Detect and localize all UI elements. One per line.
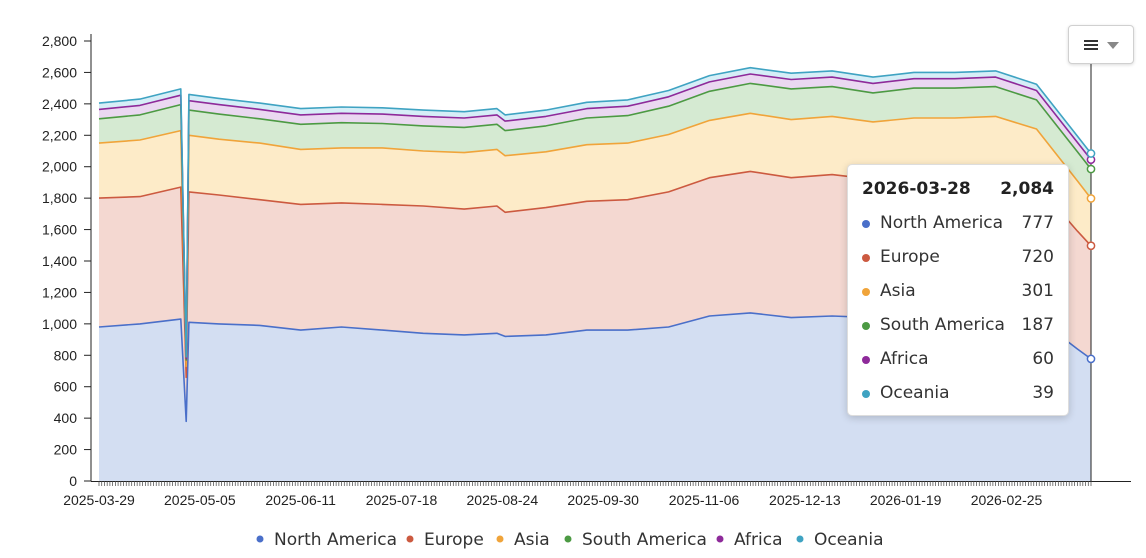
marker-asia bbox=[1086, 194, 1096, 203]
y-tick-label: 2,600 bbox=[42, 64, 77, 80]
series-dot-icon bbox=[862, 220, 870, 228]
line-africa bbox=[98, 73, 1092, 360]
tooltip-series-name: Africa bbox=[880, 349, 929, 369]
legend-label: North America bbox=[274, 530, 397, 550]
series-dot-icon bbox=[862, 356, 870, 364]
legend-item-oceania[interactable]: Oceania bbox=[796, 530, 884, 550]
legend[interactable]: North America Europe Asia South America Afri… bbox=[256, 530, 884, 550]
y-tick-label: 2,400 bbox=[42, 96, 77, 112]
area-europe bbox=[99, 171, 1091, 422]
series-dot-icon bbox=[862, 288, 870, 296]
series-dot-icon bbox=[862, 254, 870, 262]
series-dot-icon bbox=[862, 390, 870, 398]
tooltip-series-name: Europe bbox=[880, 247, 940, 267]
tooltip-row-europe: Europe 720 bbox=[862, 247, 1054, 269]
tooltip-series-name: Oceania bbox=[880, 383, 950, 403]
y-tick-label: 1,600 bbox=[42, 222, 77, 238]
x-tick-label: 2025-12-13 bbox=[769, 492, 841, 508]
tooltip-series-name: Asia bbox=[880, 281, 916, 301]
legend-dot-icon bbox=[796, 535, 804, 543]
x-tick-label: 2025-07-18 bbox=[366, 492, 438, 508]
hamburger-menu-icon bbox=[1084, 40, 1098, 50]
tooltip-series-value: 301 bbox=[1021, 281, 1054, 301]
end-markers bbox=[1086, 149, 1096, 364]
y-tick-label: 2,000 bbox=[42, 159, 77, 175]
legend-label: Oceania bbox=[814, 530, 884, 550]
legend-item-north-america[interactable]: North America bbox=[256, 530, 398, 550]
legend-item-europe[interactable]: Europe bbox=[406, 530, 484, 550]
tooltip-row-oceania: Oceania 39 bbox=[862, 383, 1054, 405]
area-north-america bbox=[99, 311, 1091, 481]
tooltip-series-value: 187 bbox=[1021, 315, 1054, 335]
x-tick-label: 2025-06-11 bbox=[265, 492, 336, 508]
legend-label: Europe bbox=[424, 530, 484, 550]
y-tick-label: 400 bbox=[54, 410, 78, 426]
legend-dot-icon bbox=[564, 535, 572, 543]
y-tick-label: 1,400 bbox=[42, 253, 77, 269]
x-tick-label: 2026-01-19 bbox=[870, 492, 942, 508]
series-dot-icon bbox=[862, 322, 870, 330]
tooltip-row-africa: Africa 60 bbox=[862, 349, 1054, 371]
area-asia bbox=[99, 113, 1091, 378]
x-tick-label: 2025-11-06 bbox=[669, 492, 740, 508]
marker-oceania bbox=[1086, 149, 1096, 158]
tooltip-series-value: 720 bbox=[1021, 247, 1054, 267]
legend-dot-icon bbox=[256, 535, 264, 543]
marker-north-america bbox=[1086, 354, 1096, 364]
y-tick-label: 800 bbox=[54, 347, 78, 363]
y-tick-label: 600 bbox=[54, 379, 78, 395]
marker-south-america bbox=[1086, 164, 1096, 174]
tooltip-row-south-america: South America 187 bbox=[862, 315, 1054, 337]
chart-tooltip: 2026-03-28 2,084 North America 777 Europ… bbox=[847, 164, 1069, 416]
marker-europe bbox=[1086, 241, 1096, 251]
tooltip-series-value: 60 bbox=[1032, 349, 1054, 369]
tooltip-row-north-america: North America 777 bbox=[862, 213, 1054, 235]
legend-item-south-america[interactable]: South America bbox=[564, 530, 707, 550]
y-tick-label: 2,200 bbox=[42, 127, 77, 143]
legend-dot-icon bbox=[716, 535, 724, 543]
x-tick-label: 2025-09-30 bbox=[567, 492, 639, 508]
axes: 0 200 400 600 800 1,000 1,200 1,400 1,600 1,800 2,… bbox=[42, 33, 1131, 508]
tooltip-date: 2026-03-28 bbox=[862, 179, 971, 199]
y-tick-label: 1,000 bbox=[42, 316, 77, 332]
tooltip-row-asia: Asia 301 bbox=[862, 281, 1054, 303]
y-tick-label: 2,800 bbox=[42, 33, 77, 49]
legend-item-africa[interactable]: Africa bbox=[716, 530, 783, 550]
legend-dot-icon bbox=[406, 535, 414, 543]
area-oceania bbox=[99, 67, 1091, 359]
tooltip-series-name: South America bbox=[880, 315, 1005, 335]
x-tick-label: 2026-02-25 bbox=[971, 492, 1043, 508]
line-asia bbox=[98, 112, 1092, 368]
tooltip-header: 2026-03-28 2,084 bbox=[862, 179, 1054, 201]
line-south-america bbox=[98, 82, 1092, 361]
y-tick-label: 1,800 bbox=[42, 190, 77, 206]
legend-item-asia[interactable]: Asia bbox=[496, 530, 550, 550]
tooltip-series-name: North America bbox=[880, 213, 1004, 233]
x-tick-label: 2025-03-29 bbox=[63, 492, 135, 508]
y-tick-label: 200 bbox=[54, 442, 78, 458]
chart-menu-button[interactable] bbox=[1068, 25, 1134, 64]
chevron-down-icon bbox=[1107, 42, 1119, 49]
tooltip-series-value: 39 bbox=[1032, 383, 1054, 403]
y-tick-label: 1,200 bbox=[42, 284, 77, 300]
legend-label: Asia bbox=[514, 530, 550, 550]
legend-label: South America bbox=[582, 530, 707, 550]
legend-dot-icon bbox=[496, 535, 504, 543]
x-tick-label: 2025-08-24 bbox=[467, 492, 539, 508]
x-tick-label: 2025-05-05 bbox=[164, 492, 236, 508]
line-oceania bbox=[98, 66, 1092, 358]
y-tick-label: 0 bbox=[69, 473, 77, 489]
tooltip-total: 2,084 bbox=[1000, 179, 1054, 199]
legend-label: Africa bbox=[734, 530, 783, 550]
tooltip-series-value: 777 bbox=[1021, 213, 1054, 233]
